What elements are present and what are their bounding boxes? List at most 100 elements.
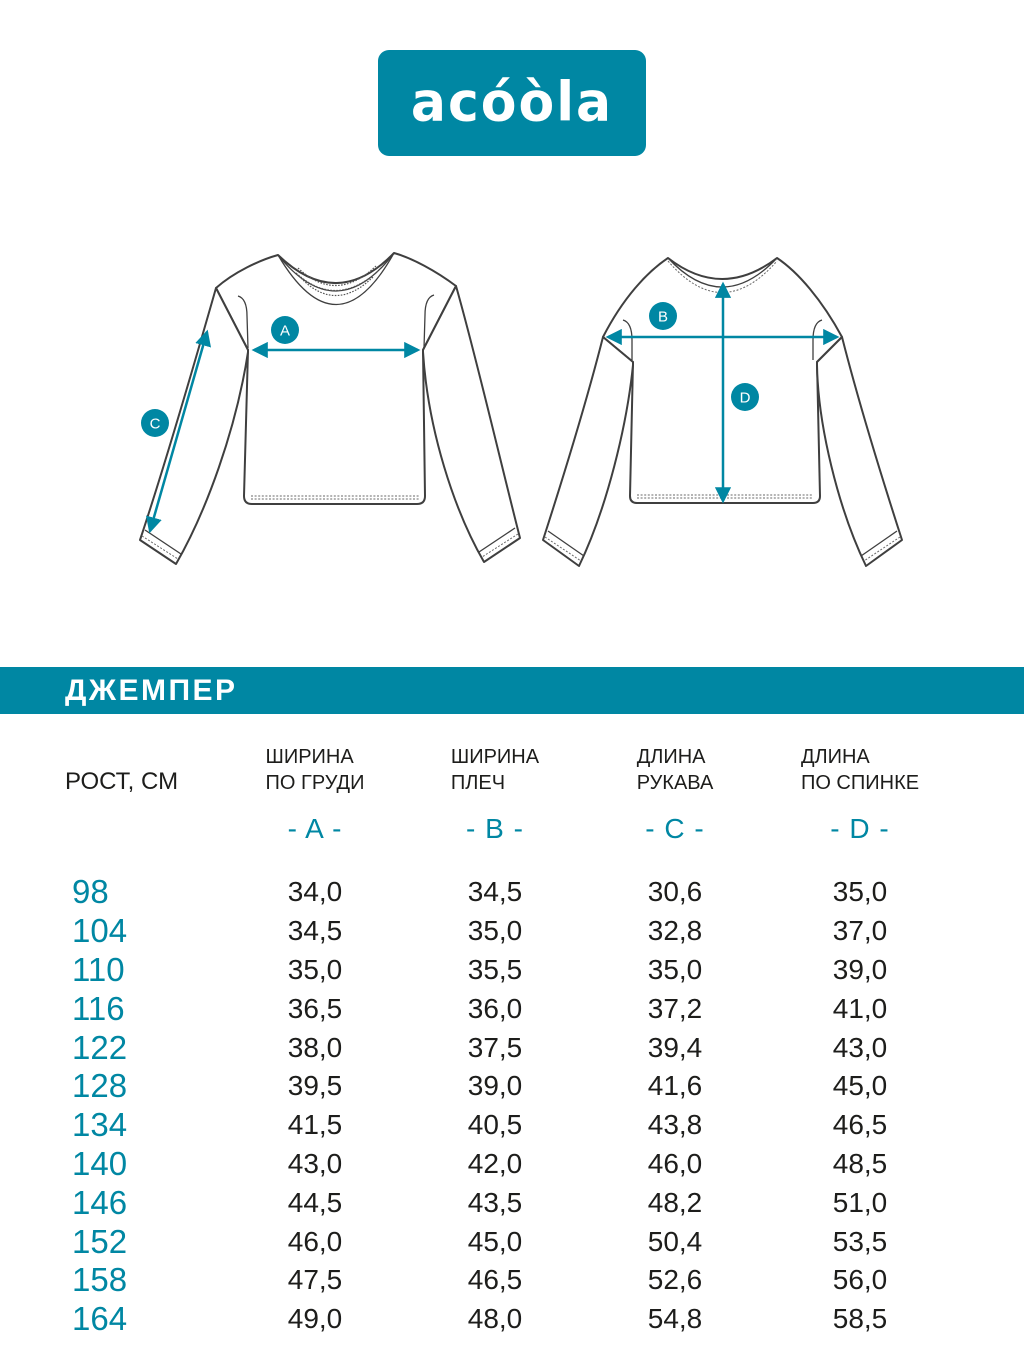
row-height-cm: 128 xyxy=(72,1067,128,1105)
brand-logo: acóòla xyxy=(378,50,646,156)
value-shoulder-width: 43,5 xyxy=(467,1186,523,1218)
measure-arrow-c: C xyxy=(141,329,212,534)
value-chest-width: 49,0 xyxy=(287,1303,343,1335)
value-back-length: 48,5 xyxy=(832,1147,888,1179)
value-back-length: 45,0 xyxy=(832,1070,888,1102)
value-back-length: 56,0 xyxy=(832,1264,888,1296)
value-sleeve-length: 41,6 xyxy=(647,1070,703,1102)
value-back-length: 41,0 xyxy=(832,992,888,1024)
table-row: 152 46,0 45,0 50,4 53,5 xyxy=(0,1222,1024,1261)
table-row: 140 43,0 42,0 46,0 48,5 xyxy=(0,1145,1024,1184)
marker-a-letter: A xyxy=(280,323,290,340)
table-row: 98 34,0 34,5 30,6 35,0 xyxy=(0,873,1024,912)
marker-c-circle xyxy=(141,409,169,437)
row-height-cm: 104 xyxy=(72,912,128,950)
column-header-height: РОСТ, СМ xyxy=(65,768,179,795)
value-back-length: 43,0 xyxy=(832,1031,888,1063)
table-row: 164 49,0 48,0 54,8 58,5 xyxy=(0,1300,1024,1339)
value-sleeve-length: 52,6 xyxy=(647,1264,703,1296)
row-height-cm: 152 xyxy=(72,1222,128,1260)
value-sleeve-length: 37,2 xyxy=(647,992,703,1024)
value-chest-width: 47,5 xyxy=(287,1264,343,1296)
marker-d-letter: D xyxy=(740,390,751,407)
value-shoulder-width: 46,5 xyxy=(467,1264,523,1296)
value-sleeve-length: 46,0 xyxy=(647,1147,703,1179)
row-height-cm: 110 xyxy=(72,950,125,988)
value-back-length: 51,0 xyxy=(832,1186,888,1218)
measure-arrow-d: D xyxy=(714,281,759,504)
value-shoulder-width: 48,0 xyxy=(467,1303,523,1335)
letter-label-a: - A - xyxy=(287,813,343,844)
marker-b-circle xyxy=(649,302,677,330)
value-back-length: 35,0 xyxy=(832,876,888,908)
table-row: 122 38,0 37,5 39,4 43,0 xyxy=(0,1028,1024,1067)
value-chest-width: 41,5 xyxy=(287,1109,343,1141)
value-chest-width: 39,5 xyxy=(287,1070,343,1102)
row-height-cm: 164 xyxy=(72,1300,128,1338)
value-shoulder-width: 34,5 xyxy=(467,876,523,908)
value-back-length: 58,5 xyxy=(832,1303,888,1335)
column-header-c: ДЛИНА РУКАВА xyxy=(636,746,714,794)
column-header-a: ШИРИНА ПО ГРУДИ xyxy=(265,746,365,794)
row-height-cm: 140 xyxy=(72,1144,128,1182)
table-header-row: РОСТ, СМ ШИРИНА ПО ГРУДИ ШИРИНА ПЛЕЧ ДЛИНА… xyxy=(0,744,1024,796)
row-height-cm: 146 xyxy=(72,1183,128,1221)
marker-c-letter: C xyxy=(150,416,161,433)
value-back-length: 46,5 xyxy=(832,1109,888,1141)
column-header-b: ШИРИНА ПЛЕЧ xyxy=(450,746,540,794)
front-sweater-outline xyxy=(139,252,521,565)
value-shoulder-width: 40,5 xyxy=(467,1109,523,1141)
marker-a-circle xyxy=(271,316,299,344)
table-row: 110 35,0 35,5 35,0 39,0 xyxy=(0,951,1024,990)
row-height-cm: 134 xyxy=(72,1106,128,1144)
value-sleeve-length: 43,8 xyxy=(647,1109,703,1141)
value-back-length: 37,0 xyxy=(832,915,888,947)
collar-stitching xyxy=(667,260,778,293)
marker-b-letter: B xyxy=(658,309,668,326)
size-table: РОСТ, СМ ШИРИНА ПО ГРУДИ ШИРИНА ПЛЕЧ ДЛИНА… xyxy=(0,735,1024,1355)
table-row: 128 39,5 39,0 41,6 45,0 xyxy=(0,1067,1024,1106)
value-sleeve-length: 32,8 xyxy=(647,915,703,947)
value-shoulder-width: 36,0 xyxy=(467,992,523,1024)
letter-label-d: - D - xyxy=(830,813,890,844)
value-shoulder-width: 35,5 xyxy=(467,953,523,985)
value-chest-width: 34,0 xyxy=(287,876,343,908)
table-row: 116 36,5 36,0 37,2 41,0 xyxy=(0,989,1024,1028)
table-row: 158 47,5 46,5 52,6 56,0 xyxy=(0,1261,1024,1300)
value-back-length: 53,5 xyxy=(832,1225,888,1257)
row-height-cm: 98 xyxy=(72,873,109,911)
sweater-back-view-diagram: B D xyxy=(542,257,903,567)
brand-logo-text: acóòla xyxy=(410,71,614,135)
value-shoulder-width: 42,0 xyxy=(467,1147,523,1179)
sweater-front-view-diagram: A C xyxy=(139,252,521,565)
row-height-cm: 116 xyxy=(72,989,125,1027)
table-body: 98 34,0 34,5 30,6 35,0 104 34,5 35,0 32,8 37,0 110… xyxy=(0,873,1024,1339)
row-height-cm: 122 xyxy=(72,1028,128,1066)
value-shoulder-width: 37,5 xyxy=(467,1031,523,1063)
value-shoulder-width: 35,0 xyxy=(467,915,523,947)
table-row: 134 41,5 40,5 43,8 46,5 xyxy=(0,1106,1024,1145)
table-row: 104 34,5 35,0 32,8 37,0 xyxy=(0,912,1024,951)
table-row: 146 44,5 43,5 48,2 51,0 xyxy=(0,1183,1024,1222)
value-chest-width: 36,5 xyxy=(287,992,343,1024)
neck-ribbing xyxy=(297,265,377,287)
value-chest-width: 35,0 xyxy=(287,953,343,985)
value-chest-width: 43,0 xyxy=(287,1147,343,1179)
value-sleeve-length: 48,2 xyxy=(647,1186,703,1218)
section-title: ДЖЕМПЕР xyxy=(65,674,238,707)
value-back-length: 39,0 xyxy=(832,953,888,985)
column-header-d: ДЛИНА ПО СПИНКЕ xyxy=(800,746,920,794)
value-chest-width: 46,0 xyxy=(287,1225,343,1257)
value-chest-width: 34,5 xyxy=(287,915,343,947)
marker-d-circle xyxy=(731,383,759,411)
letter-label-c: - C - xyxy=(645,813,705,844)
value-shoulder-width: 39,0 xyxy=(467,1070,523,1102)
value-sleeve-length: 30,6 xyxy=(647,876,703,908)
value-chest-width: 38,0 xyxy=(287,1031,343,1063)
measure-letter-row: - A - - B - - C - - D - xyxy=(0,813,1024,845)
value-sleeve-length: 50,4 xyxy=(647,1225,703,1257)
letter-label-b: - B - xyxy=(466,813,524,844)
value-shoulder-width: 45,0 xyxy=(467,1225,523,1257)
measure-arrow-a: A xyxy=(251,316,421,359)
value-sleeve-length: 39,4 xyxy=(647,1031,703,1063)
